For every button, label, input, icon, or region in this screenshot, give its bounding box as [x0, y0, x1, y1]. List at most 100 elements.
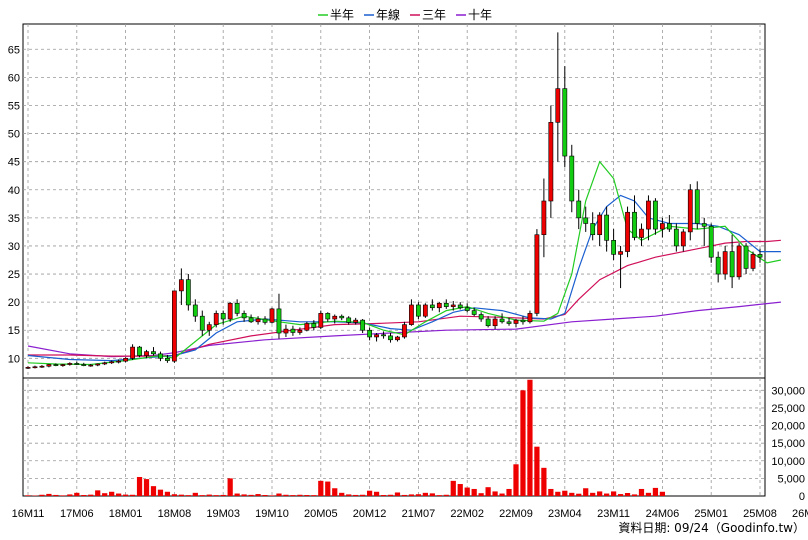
candle-body [165, 358, 170, 361]
volume-bar [325, 481, 331, 496]
volume-bar [67, 494, 73, 496]
volume-bar [583, 488, 589, 496]
volume-bar [213, 495, 219, 496]
candle-body [694, 189, 700, 224]
candle-body [436, 302, 442, 309]
candle-body [450, 304, 456, 307]
volume-bar [555, 491, 561, 496]
volume-bar [492, 491, 498, 496]
volume-bar [450, 480, 456, 496]
x-tick-label: 23M11 [597, 508, 630, 520]
candle-body [457, 304, 463, 309]
volume-bar [659, 491, 666, 496]
volume-bar [157, 489, 164, 496]
price-tick-label: 25 [8, 269, 20, 281]
x-tick-label: 18M01 [109, 508, 143, 520]
volume-bar [346, 494, 352, 496]
volume-bar [88, 494, 94, 496]
candle-body [687, 189, 693, 233]
volume-bar [269, 495, 275, 496]
candle-body [360, 319, 366, 331]
candle-body [297, 329, 303, 333]
volume-bar [109, 491, 115, 496]
volume-bar [53, 494, 59, 496]
volume-tick-label: 20,000 [771, 421, 805, 433]
candle-body [67, 363, 73, 365]
price-tick-label: 60 [8, 72, 20, 84]
volume-bar [171, 494, 178, 496]
candle-body [185, 279, 191, 306]
candle-body [673, 228, 679, 247]
candle-body [646, 200, 651, 230]
x-tick-label: 20M12 [353, 508, 387, 520]
volume-bar [311, 495, 317, 496]
candle-body [750, 254, 756, 269]
source-label: 資料日期: 09/24（Goodinfo.tw） [618, 521, 805, 535]
candle-body [220, 313, 226, 320]
candle-body [513, 319, 519, 324]
candle-body [478, 314, 484, 320]
candle-body [562, 88, 568, 157]
candle-body [757, 254, 763, 258]
volume-bar [562, 490, 568, 496]
volume-bar [74, 492, 80, 496]
candle-body [318, 313, 324, 328]
volume-bar [597, 491, 603, 496]
candle-body [53, 364, 59, 366]
candle-body [506, 321, 512, 324]
candle-body [88, 364, 94, 367]
volume-bar [534, 446, 540, 496]
candle-body [46, 364, 52, 367]
volume-bar [443, 494, 449, 496]
volume-bar [366, 490, 373, 496]
volume-bar [499, 493, 505, 496]
volume-bar [638, 488, 645, 496]
volume-bar [401, 494, 408, 496]
candle-body [388, 335, 393, 341]
legend-label: 十年 [468, 8, 492, 22]
candle-body [485, 318, 491, 327]
price-frame [22, 23, 766, 379]
candle-body [269, 308, 275, 323]
volume-bar [339, 492, 345, 496]
volume-tick-label: 15,000 [771, 438, 805, 450]
candle-body [576, 200, 582, 219]
volume-bar [46, 493, 52, 496]
candle-body [736, 245, 742, 278]
price-tick-label: 15 [8, 325, 20, 337]
volume-bar [234, 493, 240, 496]
legend-label: 年線 [376, 7, 400, 22]
volume-bar [136, 476, 143, 496]
volume-bar [590, 492, 596, 496]
candle-body [213, 313, 219, 325]
candle-body [248, 317, 254, 323]
candle-body [262, 318, 268, 323]
candle-body [227, 302, 233, 320]
candle-body [39, 365, 45, 368]
volume-bar [569, 492, 575, 496]
volume-bar [116, 493, 122, 496]
x-axis: 16M11 17M06 18M01 18M08 19M03 19M10 20M05 20M12… [12, 508, 808, 520]
volume-bar [178, 494, 184, 496]
candle-body [743, 245, 749, 269]
volume-bar [95, 490, 101, 496]
volume-bar [422, 492, 428, 496]
candle-body [429, 304, 435, 309]
price-panel: 10 15 20 25 30 35 40 45 50 55 60 65 [8, 23, 782, 379]
volume-tick-label: 25,000 [771, 403, 805, 415]
candle-body [178, 279, 184, 292]
x-tick-label: 17M06 [60, 508, 94, 520]
x-tick-label: 26M03 [792, 508, 808, 520]
volume-panel: 0 5,000 10,000 15,000 20,000 25,000 30,000 [22, 377, 805, 503]
candle-body [283, 328, 289, 334]
volume-bar [297, 494, 303, 496]
volume-bar [576, 493, 582, 496]
candle-body [639, 228, 644, 238]
candle-body [339, 315, 345, 319]
candle-body [618, 251, 623, 255]
candle-body [402, 324, 407, 338]
volume-tick-label: 10,000 [771, 456, 805, 468]
volume-bar [150, 486, 157, 496]
volume-bar [185, 495, 191, 496]
candle-body [32, 366, 38, 369]
